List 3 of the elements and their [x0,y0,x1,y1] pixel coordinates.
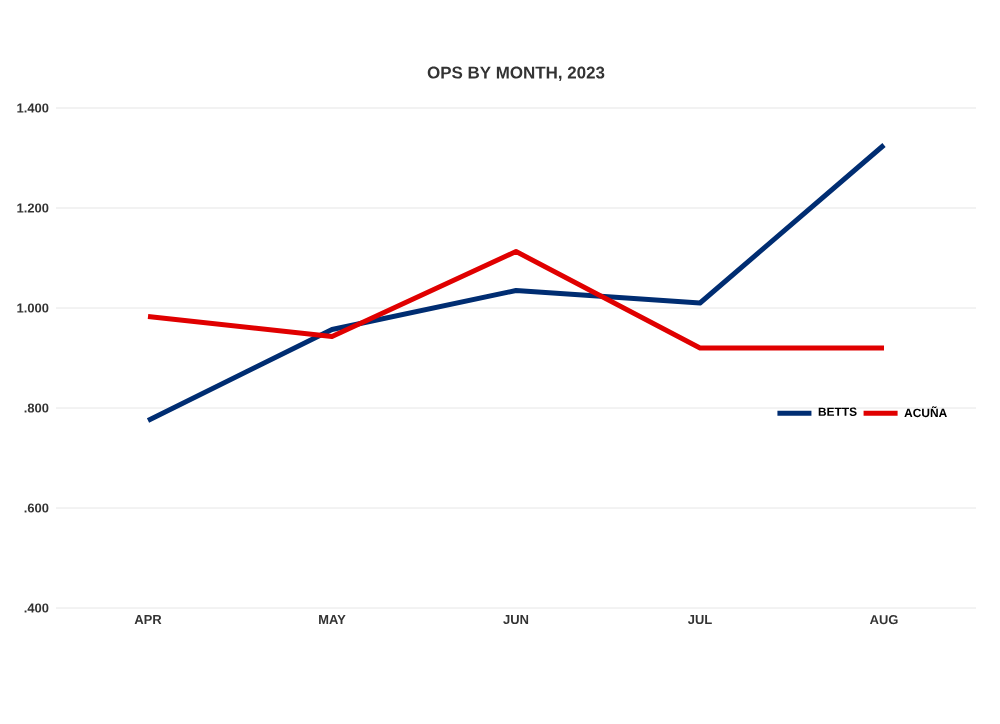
chart-title: OPS BY MONTH, 2023 [427,66,605,81]
line-series [145,249,887,351]
line-series [145,142,887,423]
